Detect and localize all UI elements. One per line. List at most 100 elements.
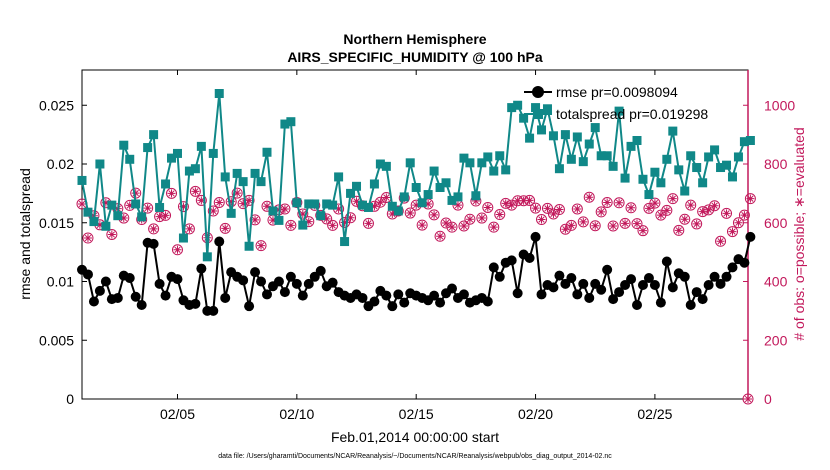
rmse-point [739,257,750,268]
totalspread-point [620,173,630,183]
totalspread-point [262,147,272,157]
totalspread-point [184,166,194,176]
obs-evaluated-marker [203,233,212,242]
obs-evaluated-marker [692,219,701,228]
totalspread-point [226,208,236,218]
obs-possible-marker [237,198,249,210]
obs-evaluated-marker [477,214,486,223]
obs-evaluated-marker [471,197,480,206]
obs-possible-marker [494,209,506,221]
rmse-point [745,231,756,242]
totalspread-point [143,143,153,153]
rmse-point [112,292,123,303]
totalspread-point [310,199,320,209]
obs-evaluated-marker [561,225,570,234]
obs-evaluated-marker [716,237,725,246]
obs-evaluated-marker [531,204,540,213]
obs-possible-marker [160,209,172,221]
obs-evaluated-marker [107,230,116,239]
totalspread-point [399,192,409,202]
totalspread-point [495,151,505,161]
totalspread-point [238,177,248,187]
rmse-point [190,298,201,309]
totalspread-point [704,152,714,162]
obs-evaluated-marker [304,217,313,226]
obs-evaluated-marker [567,221,576,230]
obs-evaluated-marker [179,202,188,211]
rmse-point [596,284,607,295]
totalspread-point [274,215,284,225]
rmse-point [536,289,547,300]
rmse-point [273,276,284,287]
legend-totalspread-marker [533,109,543,119]
totalspread-point [626,141,636,151]
obs-evaluated-marker [424,199,433,208]
totalspread-point [459,153,469,163]
rmse-point [655,297,666,308]
obs-possible-marker [649,197,661,209]
obs-evaluated-marker [388,209,397,218]
y-left-tick-label: 0 [66,391,74,407]
obs-possible-marker [691,218,703,230]
obs-possible-marker [189,185,201,197]
y-left-tick-label: 0.005 [39,332,74,348]
rmse-point [214,236,225,247]
obs-evaluated-marker [722,209,731,218]
totalspread-point [614,106,624,116]
obs-evaluated-marker [406,209,415,218]
obs-possible-marker [742,393,754,405]
obs-possible-marker [715,235,727,247]
obs-evaluated-marker [167,189,176,198]
obs-evaluated-marker [459,221,468,230]
totalspread-point [692,163,702,173]
totalspread-point [244,241,254,251]
obs-possible-marker [667,193,679,205]
rmse-point [285,271,296,282]
obs-evaluated-marker [585,193,594,202]
totalspread-point [268,206,278,216]
obs-evaluated-marker [412,201,421,210]
obs-evaluated-marker [507,201,516,210]
obs-possible-marker [721,207,733,219]
totalspread-point [644,190,654,200]
obs-possible-marker [428,209,440,221]
obs-evaluated-marker [346,213,355,222]
totalspread-point [167,153,177,163]
totalspread-point [578,157,588,167]
obs-possible-marker [171,244,183,256]
obs-possible-marker [500,197,512,209]
totalspread-point [107,200,117,210]
totalspread-point [668,126,678,136]
rmse-point [160,290,171,301]
obs-possible-marker [613,197,625,209]
obs-possible-marker [464,213,476,225]
y-right-tick-label: 200 [764,332,788,348]
totalspread-point [548,131,558,141]
totalspread-point [190,164,200,174]
x-tick-label: 02/10 [279,406,314,422]
x-axis-label: Feb.01,2014 00:00:00 start [331,429,499,445]
totalspread-point [417,198,427,208]
obs-evaluated-marker [197,196,206,205]
totalspread-point [596,151,606,161]
obs-evaluated-marker [257,241,266,250]
obs-evaluated-marker [740,211,749,220]
obs-evaluated-marker [125,201,134,210]
totalspread-point [292,198,302,208]
obs-evaluated-marker [268,216,277,225]
obs-possible-marker [297,208,309,220]
totalspread-point [447,195,457,205]
obs-possible-marker [625,202,637,214]
totalspread-point [149,130,159,140]
totalspread-point [542,104,552,114]
totalspread-point [638,174,648,184]
obs-possible-marker [607,220,619,232]
totalspread-point [423,190,433,200]
series-totalspread [77,89,755,262]
rmse-point [548,282,559,293]
obs-possible-marker [207,205,219,217]
obs-possible-marker [697,206,709,218]
obs-possible-marker [327,219,339,231]
totalspread-point [137,212,147,222]
obs-evaluated-marker [519,196,528,205]
